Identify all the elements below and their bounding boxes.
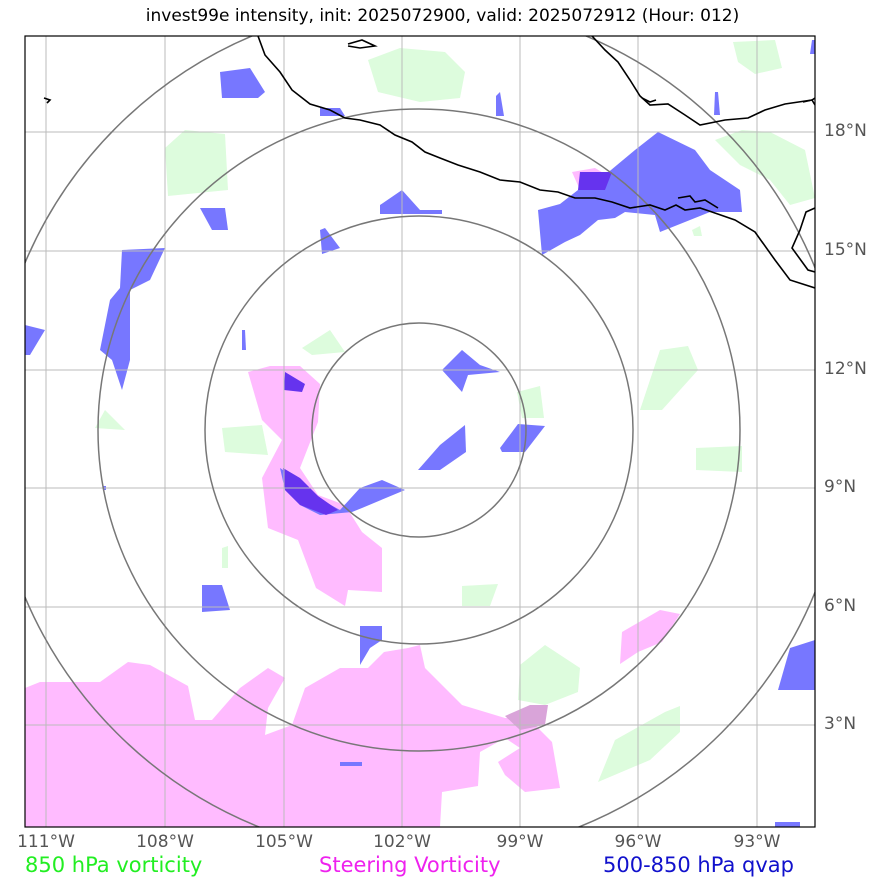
legend-qvap: 500-850 hPa qvap <box>603 853 794 877</box>
gridlines <box>25 36 815 827</box>
lon-tick-105w: 105°W <box>255 832 313 852</box>
lat-tick-6n: 6°N <box>824 596 857 616</box>
lon-tick-102w: 102°W <box>373 832 431 852</box>
map-frame <box>24 35 816 828</box>
legend-850-vorticity: 850 hPa vorticity <box>25 853 203 877</box>
lon-tick-96w: 96°W <box>614 832 662 852</box>
green-vorticity-areas <box>95 40 815 806</box>
coastline <box>43 36 815 289</box>
steering-vorticity-areas <box>25 168 680 827</box>
range-rings <box>25 36 815 827</box>
lat-tick-3n: 3°N <box>824 714 857 734</box>
lon-tick-99w: 99°W <box>496 832 544 852</box>
lat-tick-12n: 12°N <box>824 359 867 379</box>
map-title: invest99e intensity, init: 2025072900, v… <box>145 6 740 26</box>
lon-tick-93w: 93°W <box>733 832 781 852</box>
lon-tick-111w: 111°W <box>17 832 75 852</box>
lat-tick-18n: 18°N <box>824 121 867 141</box>
legend-steering-vorticity: Steering Vorticity <box>319 853 501 877</box>
overlap-areas <box>283 172 612 515</box>
lat-tick-15n: 15°N <box>824 240 867 260</box>
lon-tick-108w: 108°W <box>136 832 194 852</box>
lat-tick-9n: 9°N <box>824 477 857 497</box>
qvap-areas <box>25 40 815 827</box>
